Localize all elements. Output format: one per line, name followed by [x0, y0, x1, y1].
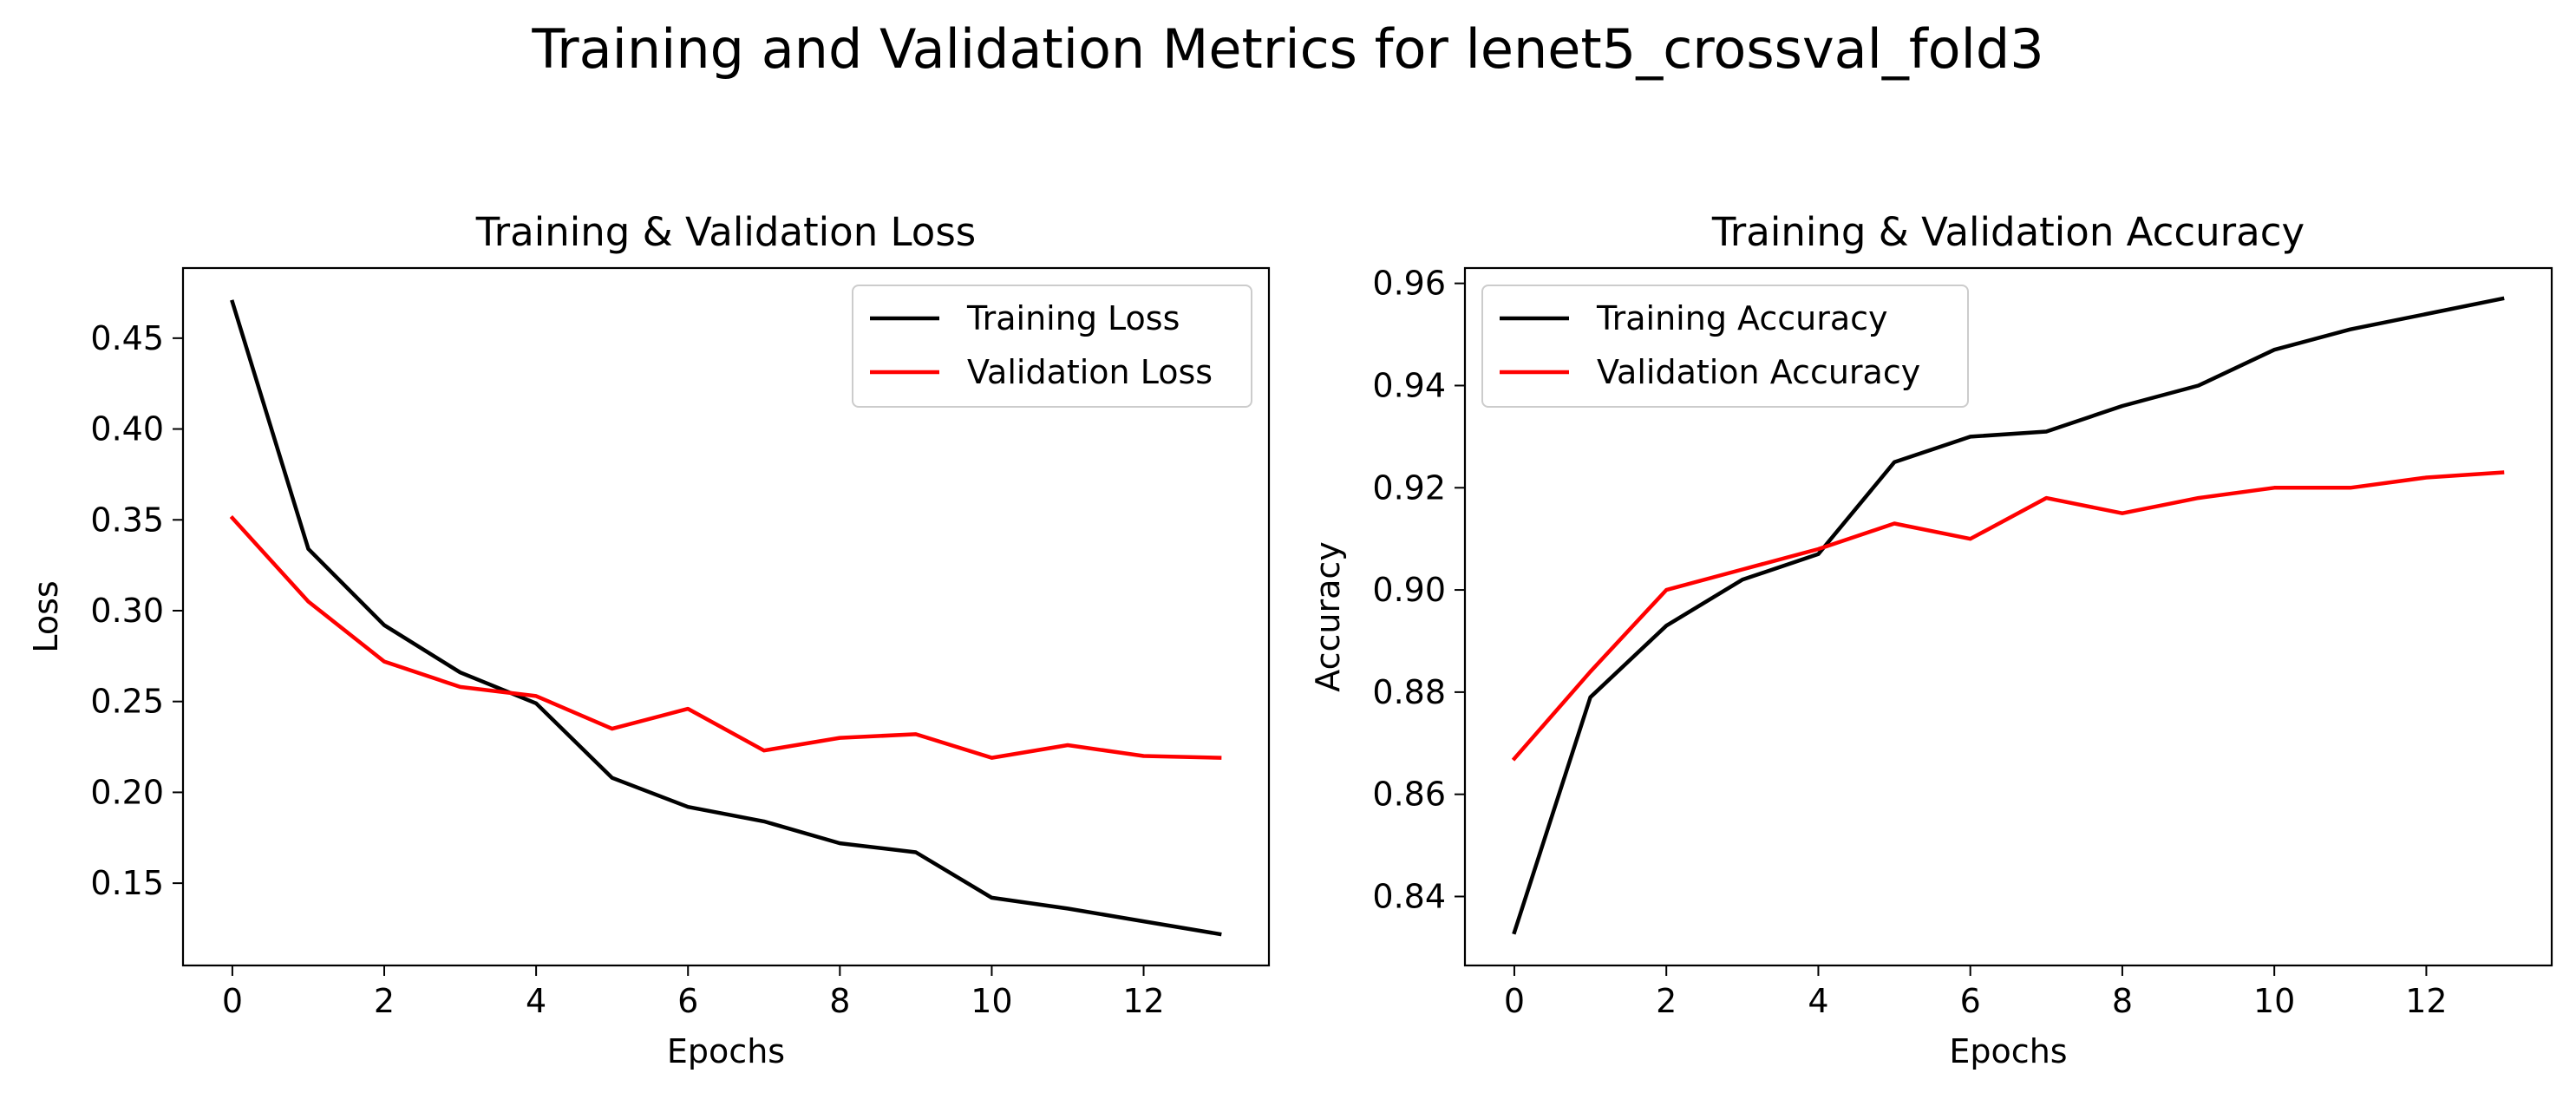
- x-tick-label: 12: [2405, 982, 2447, 1020]
- x-tick-label: 6: [1960, 982, 1981, 1020]
- y-tick-label: 0.15: [90, 864, 164, 902]
- y-tick-label: 0.94: [1372, 366, 1446, 404]
- y-tick-label: 0.84: [1372, 877, 1446, 915]
- y-tick-label: 0.25: [90, 683, 164, 721]
- figure-title: Training and Validation Metrics for lene…: [531, 17, 2043, 81]
- x-tick-label: 10: [971, 982, 1012, 1020]
- y-tick-label: 0.90: [1372, 571, 1446, 609]
- loss-x-axis-label: Epochs: [667, 1032, 785, 1070]
- x-tick-label: 2: [374, 982, 395, 1020]
- loss-series-training-line: [230, 299, 1222, 937]
- y-tick-label: 0.40: [90, 410, 164, 448]
- legend-box: [1481, 285, 1969, 408]
- legend-box: [852, 285, 1252, 408]
- legend-label: Training Loss: [966, 299, 1180, 337]
- accuracy-axes-frame: [1463, 266, 2553, 967]
- accuracy-legend: Training Accuracy Validation Accuracy: [1481, 285, 1969, 408]
- loss-y-axis-label: Loss: [27, 580, 65, 652]
- loss-chart: Training & Validation Loss 0 2 4 6 8 10 12 0.15 0…: [27, 209, 1271, 1070]
- loss-series-validation-line: [229, 515, 1222, 760]
- y-tick-label: 0.30: [90, 592, 164, 630]
- y-tick-label: 0.45: [90, 319, 164, 357]
- x-tick-label: 4: [526, 982, 546, 1020]
- loss-chart-title: Training & Validation Loss: [475, 209, 976, 255]
- x-tick-label: 8: [2112, 982, 2133, 1020]
- loss-axes-frame: [181, 266, 1271, 967]
- legend-label: Validation Loss: [967, 353, 1213, 391]
- x-tick-label: 10: [2253, 982, 2295, 1020]
- y-tick-label: 0.86: [1372, 776, 1446, 814]
- loss-legend: Training Loss Validation Loss: [852, 285, 1252, 408]
- y-tick-label: 0.20: [90, 773, 164, 811]
- accuracy-x-axis-label: Epochs: [1949, 1032, 2067, 1070]
- legend-label: Validation Accuracy: [1597, 353, 1920, 391]
- y-tick-label: 0.92: [1372, 468, 1446, 507]
- accuracy-series-validation-line: [1511, 470, 2505, 762]
- x-tick-label: 6: [677, 982, 698, 1020]
- x-tick-label: 2: [1656, 982, 1677, 1020]
- y-tick-label: 0.88: [1372, 673, 1446, 711]
- x-tick-label: 12: [1122, 982, 1164, 1020]
- accuracy-chart-title: Training & Validation Accuracy: [1711, 209, 2305, 255]
- x-tick-label: 0: [222, 982, 243, 1020]
- accuracy-chart: Training & Validation Accuracy 0 2 4 6 8 10 12 0…: [1309, 209, 2553, 1070]
- x-tick-label: 4: [1808, 982, 1828, 1020]
- y-tick-label: 0.96: [1372, 265, 1446, 303]
- accuracy-series-training-line: [1512, 296, 2505, 935]
- y-tick-label: 0.35: [90, 501, 164, 539]
- x-tick-label: 8: [829, 982, 850, 1020]
- x-tick-label: 0: [1504, 982, 1525, 1020]
- accuracy-y-axis-label: Accuracy: [1309, 541, 1347, 692]
- legend-label: Training Accuracy: [1596, 299, 1888, 337]
